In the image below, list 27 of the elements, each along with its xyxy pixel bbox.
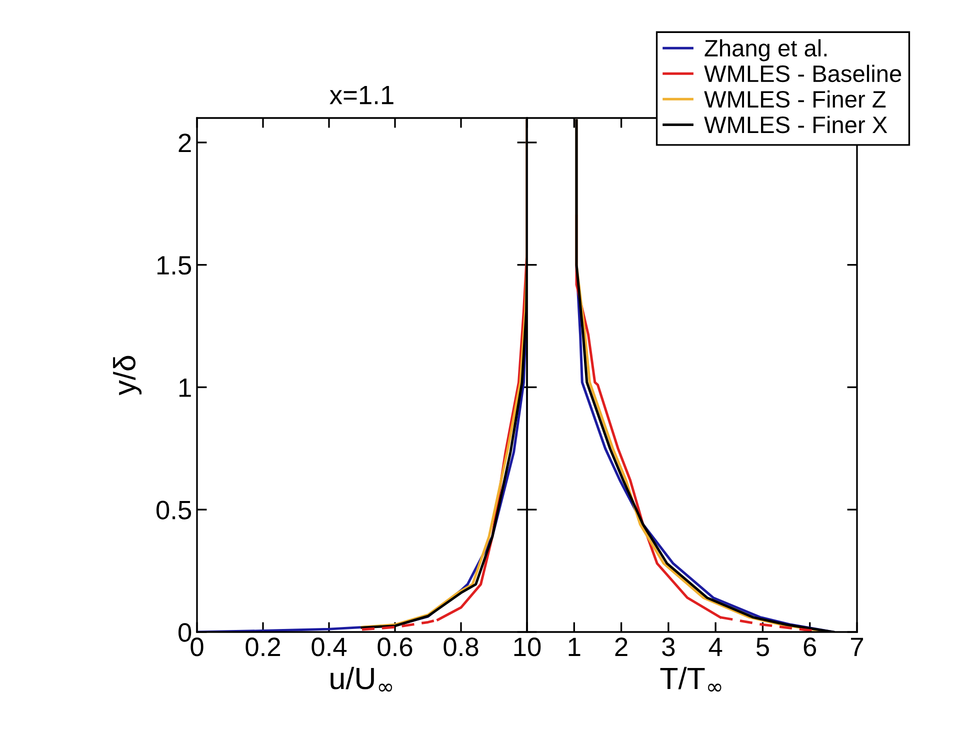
x-tick-label: 7: [851, 638, 864, 656]
y-tick-label: 0: [178, 623, 192, 642]
legend-label: WMLES - Finer Z: [704, 90, 886, 108]
y-tick-label: 0.5: [156, 500, 192, 520]
chart-title: x=1.1: [330, 86, 394, 104]
x-tick-label: 1: [568, 638, 580, 656]
x-tick-label: 4: [708, 638, 722, 656]
x-tick-label: 0.6: [378, 638, 412, 656]
x-tick-label: 2: [615, 638, 628, 656]
y-axis-title: y/δ: [113, 356, 142, 396]
x-tick-label: 0: [190, 638, 204, 656]
x-tick-label: 0.4: [312, 638, 347, 656]
x-tick-label: 3: [662, 638, 675, 656]
x-tick-label: 0.8: [444, 638, 478, 656]
y-tick-label: 1: [179, 378, 191, 397]
y-tick-label: 1.5: [157, 256, 192, 275]
x-tick-label: 0: [528, 638, 541, 656]
x-tick-label: 6: [804, 638, 816, 656]
legend-label: WMLES - Baseline: [704, 64, 902, 82]
x-tick-label: 5: [756, 638, 769, 656]
x-axis-title: T/T$_{∞}$: [660, 666, 722, 692]
x-tick-label: 0.2: [246, 638, 280, 656]
x-axis-title: u/U$_{∞}$: [330, 666, 392, 692]
legend-label: WMLES - Finer X: [704, 116, 888, 134]
y-tick-label: 2: [178, 134, 191, 152]
x-tick-label: 1: [514, 638, 526, 656]
legend-label: Zhang et al.: [704, 39, 827, 62]
